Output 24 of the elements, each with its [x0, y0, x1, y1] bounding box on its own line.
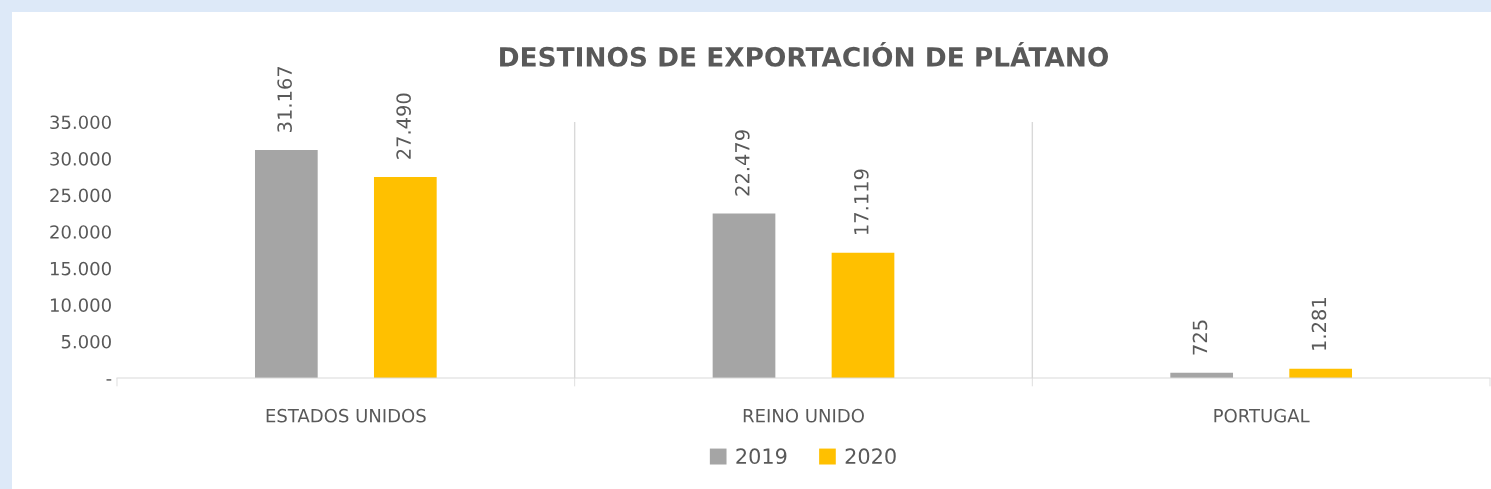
x-tick-label: REINO UNIDO: [743, 408, 864, 423]
legend-label: 2019: [736, 448, 787, 465]
data-label: 17.119: [853, 169, 869, 234]
data-label: 31.167: [277, 66, 292, 132]
y-tick-label: 10.000: [50, 298, 111, 312]
bar: [254, 150, 318, 378]
bar: [712, 213, 776, 378]
y-tick-label: 25.000: [50, 188, 111, 203]
bar: [831, 252, 895, 378]
chart-title: DESTINOS DE EXPORTACIÓN DE PLÁTANO: [500, 42, 1109, 67]
y-tick-label: 30.000: [50, 152, 111, 166]
data-label: 22.479: [734, 130, 750, 196]
y-tick-label: 5.000: [61, 334, 111, 349]
bar: [373, 176, 437, 378]
x-tick-label: ESTADOS UNIDOS: [266, 408, 426, 423]
y-tick-label: 15.000: [50, 261, 111, 276]
y-tick-label: 20.000: [50, 225, 111, 239]
x-tick-label: PORTUGAL: [1214, 408, 1310, 423]
legend-label: 2020: [845, 448, 896, 465]
data-label: 1.281: [1311, 298, 1327, 350]
y-tick-label: 35.000: [50, 115, 111, 130]
y-tick-label: -: [106, 379, 112, 381]
data-label: 725: [1192, 320, 1208, 355]
data-label: 27.490: [396, 93, 411, 159]
